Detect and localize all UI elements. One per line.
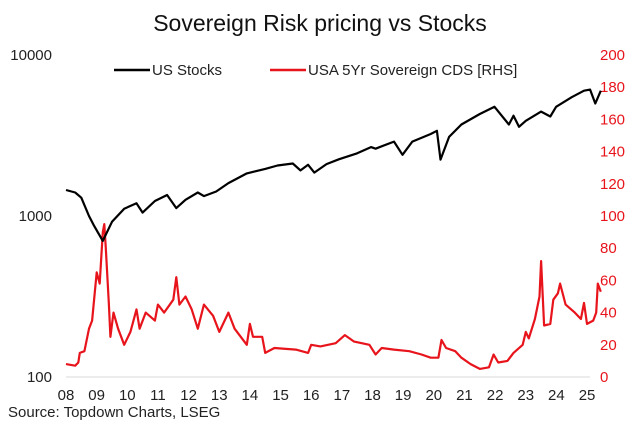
right-y-tick-label: 200	[600, 47, 625, 64]
legend-label-us-stocks: US Stocks	[152, 62, 222, 79]
x-tick-label: 21	[456, 387, 473, 404]
left-y-tick-label: 1000	[19, 208, 52, 225]
x-tick-label: 09	[88, 387, 105, 404]
x-tick-label: 16	[303, 387, 320, 404]
right-y-tick-label: 120	[600, 176, 625, 193]
source-note: Source: Topdown Charts, LSEG	[8, 404, 220, 421]
x-tick-label: 12	[180, 387, 197, 404]
right-y-tick-label: 0	[600, 369, 608, 386]
x-tick-label: 15	[272, 387, 289, 404]
right-y-tick-label: 40	[600, 305, 617, 322]
right-y-tick-label: 160	[600, 111, 625, 128]
legend: US Stocks USA 5Yr Sovereign CDS [RHS]	[114, 62, 517, 79]
right-y-tick-label: 60	[600, 272, 617, 289]
legend-label-cds: USA 5Yr Sovereign CDS [RHS]	[308, 62, 517, 79]
x-tick-label: 11	[150, 387, 166, 404]
x-tick-label: 18	[364, 387, 381, 404]
x-tick-label: 23	[517, 387, 534, 404]
x-tick-label: 24	[548, 387, 565, 404]
x-tick-label: 25	[579, 387, 596, 404]
right-y-tick-label: 80	[600, 240, 617, 257]
right-y-tick-label: 180	[600, 79, 625, 96]
x-tick-label: 10	[119, 387, 136, 404]
x-tick-label: 22	[487, 387, 504, 404]
right-y-tick-label: 140	[600, 144, 625, 161]
cds-line	[65, 223, 602, 370]
x-tick-label: 20	[425, 387, 442, 404]
chart-title: Sovereign Risk pricing vs Stocks	[153, 10, 487, 36]
x-tick-label: 08	[58, 387, 75, 404]
left-y-tick-label: 10000	[10, 47, 52, 64]
x-tick-label: 14	[242, 387, 259, 404]
x-tick-label: 19	[395, 387, 412, 404]
left-y-tick-label: 100	[27, 369, 52, 386]
right-y-tick-label: 100	[600, 208, 625, 225]
right-y-tick-label: 20	[600, 337, 617, 354]
x-tick-label: 17	[334, 387, 351, 404]
us-stocks-line	[65, 88, 602, 242]
x-tick-label: 13	[211, 387, 228, 404]
